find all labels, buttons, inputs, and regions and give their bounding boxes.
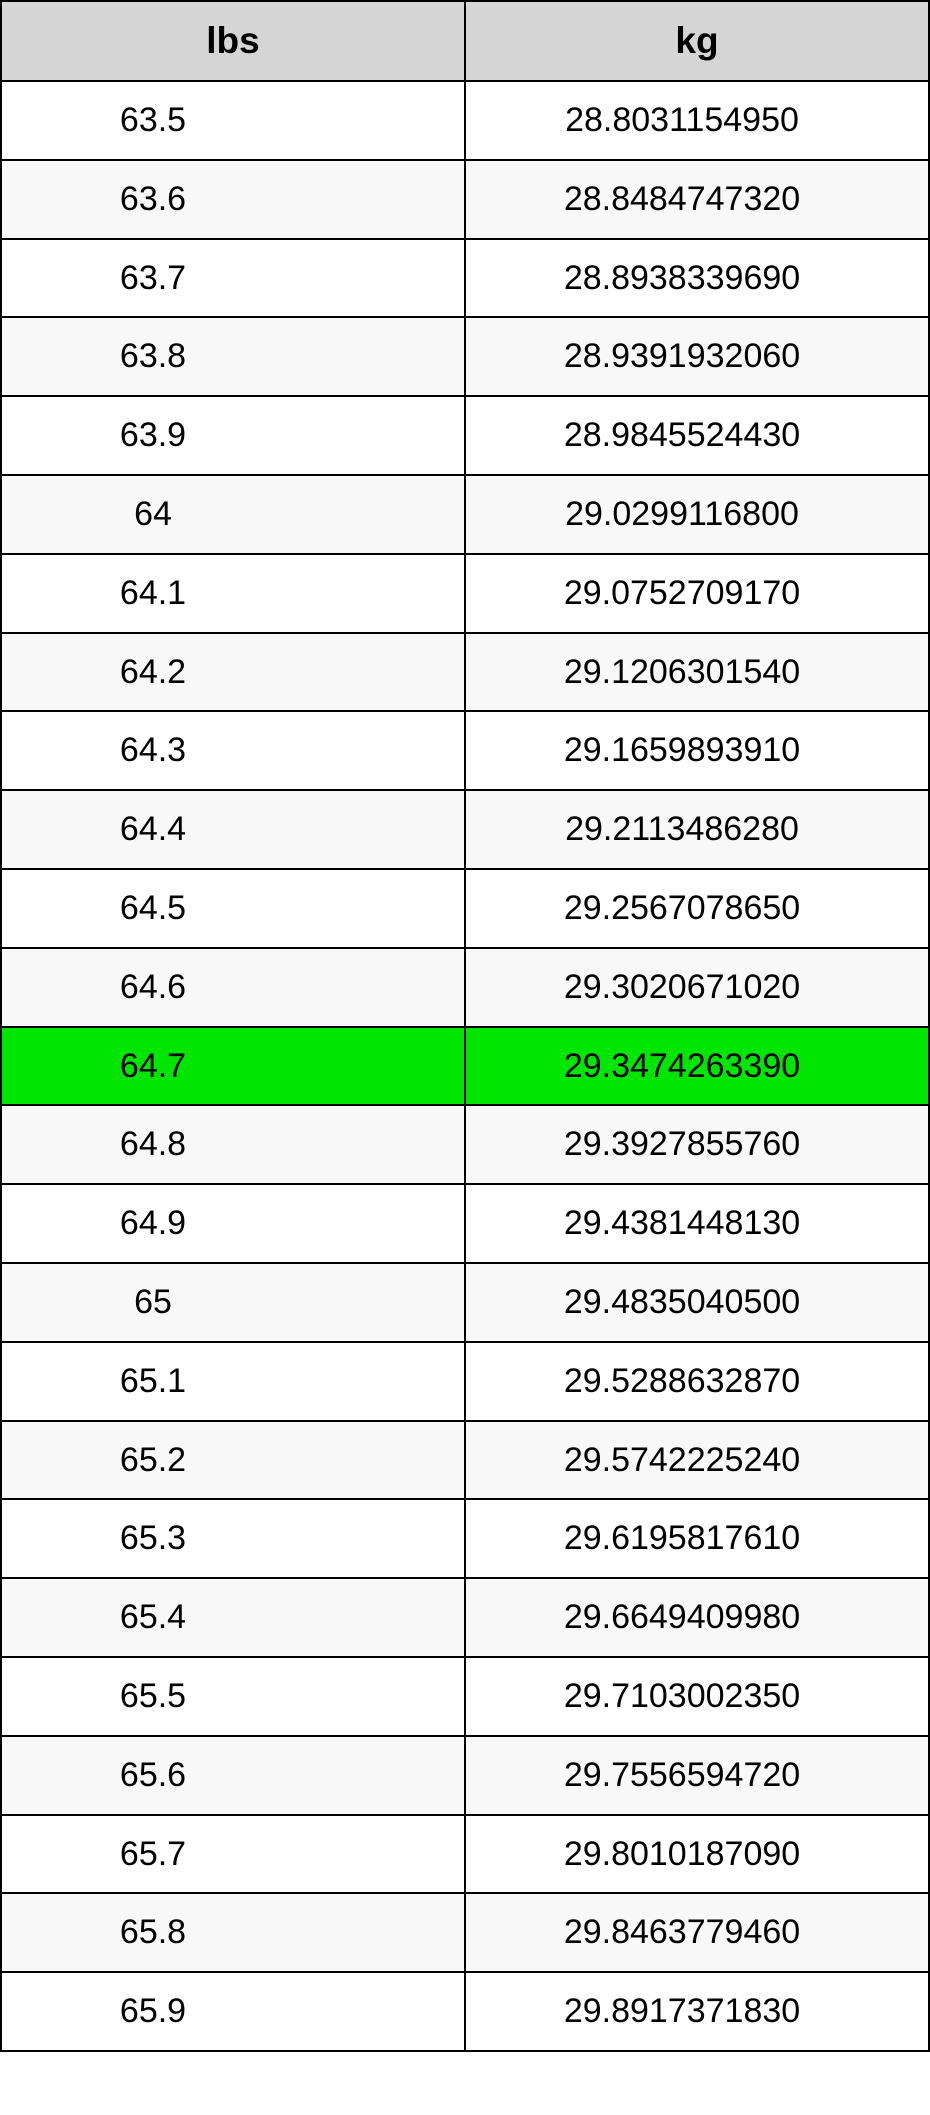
kg-cell: 29.5288632870 — [465, 1342, 929, 1421]
kg-cell: 29.8463779460 — [465, 1893, 929, 1972]
table-header-row: lbs kg — [1, 1, 929, 81]
lbs-cell: 65.9 — [1, 1972, 465, 2051]
lbs-cell: 64.8 — [1, 1105, 465, 1184]
table-row: 65.429.6649409980 — [1, 1578, 929, 1657]
kg-cell: 29.0752709170 — [465, 554, 929, 633]
table-row: 63.928.9845524430 — [1, 396, 929, 475]
table-row: 63.728.8938339690 — [1, 239, 929, 318]
kg-cell: 29.4835040500 — [465, 1263, 929, 1342]
lbs-cell: 65.8 — [1, 1893, 465, 1972]
table-row: 64.929.4381448130 — [1, 1184, 929, 1263]
lbs-cell: 64.7 — [1, 1027, 465, 1106]
lbs-cell: 64 — [1, 475, 465, 554]
table-row: 63.828.9391932060 — [1, 317, 929, 396]
lbs-cell: 65.2 — [1, 1421, 465, 1500]
kg-cell: 29.6195817610 — [465, 1499, 929, 1578]
kg-cell: 29.7556594720 — [465, 1736, 929, 1815]
lbs-cell: 65.3 — [1, 1499, 465, 1578]
kg-cell: 29.3927855760 — [465, 1105, 929, 1184]
lbs-cell: 64.4 — [1, 790, 465, 869]
kg-cell: 29.6649409980 — [465, 1578, 929, 1657]
kg-cell: 29.8010187090 — [465, 1815, 929, 1894]
kg-cell: 29.0299116800 — [465, 475, 929, 554]
kg-cell: 29.4381448130 — [465, 1184, 929, 1263]
column-header-lbs: lbs — [1, 1, 465, 81]
lbs-cell: 63.7 — [1, 239, 465, 318]
table-row: 6429.0299116800 — [1, 475, 929, 554]
table-row: 65.929.8917371830 — [1, 1972, 929, 2051]
table-row: 65.729.8010187090 — [1, 1815, 929, 1894]
lbs-cell: 64.6 — [1, 948, 465, 1027]
table-row: 6529.4835040500 — [1, 1263, 929, 1342]
lbs-cell: 64.5 — [1, 869, 465, 948]
lbs-cell: 63.9 — [1, 396, 465, 475]
lbs-cell: 63.6 — [1, 160, 465, 239]
kg-cell: 29.5742225240 — [465, 1421, 929, 1500]
table-row: 64.129.0752709170 — [1, 554, 929, 633]
table-row: 65.629.7556594720 — [1, 1736, 929, 1815]
lbs-cell: 64.2 — [1, 633, 465, 712]
lbs-cell: 64.9 — [1, 1184, 465, 1263]
table-row: 64.429.2113486280 — [1, 790, 929, 869]
table-row: 64.229.1206301540 — [1, 633, 929, 712]
table-row: 64.529.2567078650 — [1, 869, 929, 948]
column-header-kg: kg — [465, 1, 929, 81]
kg-cell: 29.1206301540 — [465, 633, 929, 712]
lbs-cell: 64.3 — [1, 711, 465, 790]
table-row: 65.829.8463779460 — [1, 1893, 929, 1972]
kg-cell: 29.2567078650 — [465, 869, 929, 948]
lbs-cell: 65.4 — [1, 1578, 465, 1657]
kg-cell: 29.3020671020 — [465, 948, 929, 1027]
lbs-cell: 65.7 — [1, 1815, 465, 1894]
table-row: 65.229.5742225240 — [1, 1421, 929, 1500]
kg-cell: 28.9845524430 — [465, 396, 929, 475]
kg-cell: 28.9391932060 — [465, 317, 929, 396]
table-row: 65.529.7103002350 — [1, 1657, 929, 1736]
kg-cell: 29.1659893910 — [465, 711, 929, 790]
kg-cell: 28.8484747320 — [465, 160, 929, 239]
kg-cell: 28.8031154950 — [465, 81, 929, 160]
lbs-cell: 63.5 — [1, 81, 465, 160]
table-row: 64.729.3474263390 — [1, 1027, 929, 1106]
lbs-cell: 65.6 — [1, 1736, 465, 1815]
table-row: 63.628.8484747320 — [1, 160, 929, 239]
table-row: 65.329.6195817610 — [1, 1499, 929, 1578]
kg-cell: 28.8938339690 — [465, 239, 929, 318]
table-row: 63.528.8031154950 — [1, 81, 929, 160]
lbs-cell: 64.1 — [1, 554, 465, 633]
lbs-cell: 63.8 — [1, 317, 465, 396]
table-row: 64.629.3020671020 — [1, 948, 929, 1027]
conversion-table: lbs kg 63.528.803115495063.628.848474732… — [0, 0, 930, 2052]
kg-cell: 29.8917371830 — [465, 1972, 929, 2051]
lbs-cell: 65.1 — [1, 1342, 465, 1421]
table-row: 64.329.1659893910 — [1, 711, 929, 790]
table-row: 65.129.5288632870 — [1, 1342, 929, 1421]
lbs-cell: 65.5 — [1, 1657, 465, 1736]
kg-cell: 29.3474263390 — [465, 1027, 929, 1106]
lbs-cell: 65 — [1, 1263, 465, 1342]
kg-cell: 29.2113486280 — [465, 790, 929, 869]
table-row: 64.829.3927855760 — [1, 1105, 929, 1184]
kg-cell: 29.7103002350 — [465, 1657, 929, 1736]
